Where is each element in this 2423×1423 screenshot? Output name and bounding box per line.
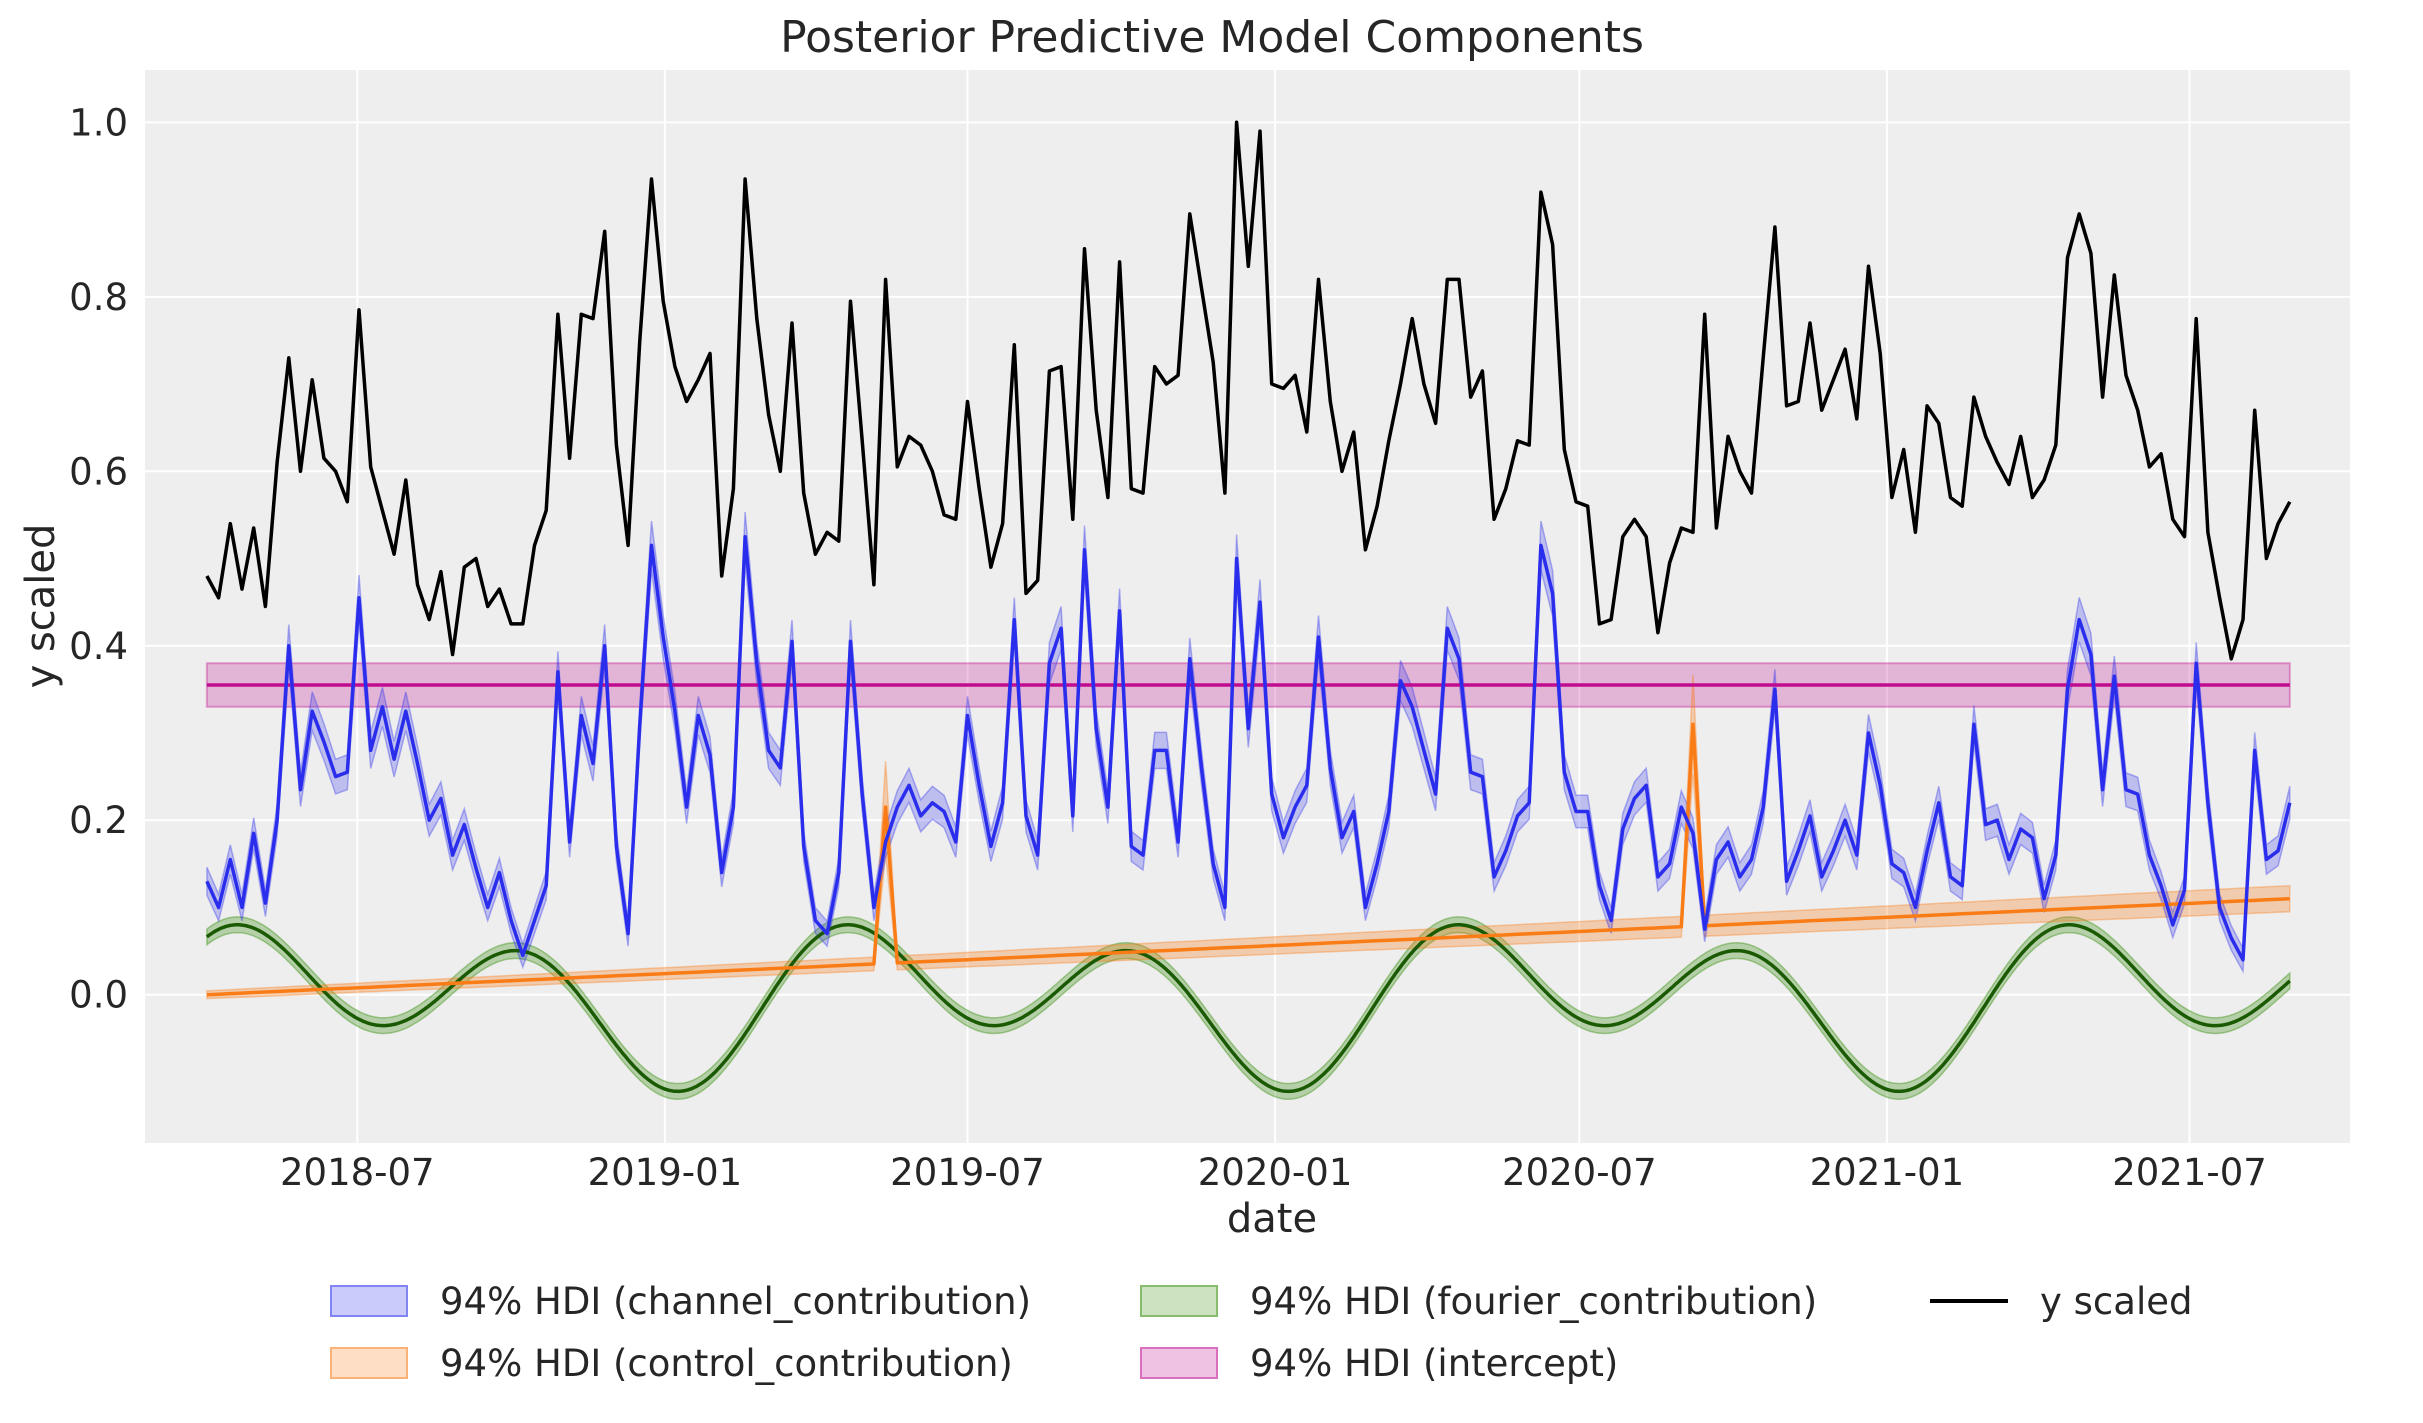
x-tick-label: 2020-01 xyxy=(1198,1151,1353,1194)
legend-label-fourier: 94% HDI (fourier_contribution) xyxy=(1250,1279,1818,1323)
x-tick-labels: 2018-07 2019-01 2019-07 2020-01 2020-07 2021-… xyxy=(280,1151,2267,1194)
y-tick-label: 0.6 xyxy=(69,450,128,493)
y-tick-label: 0.2 xyxy=(69,799,128,842)
y-tick-label: 1.0 xyxy=(69,101,128,144)
legend-swatch-y-scaled xyxy=(1930,1299,2008,1303)
legend-label-intercept: 94% HDI (intercept) xyxy=(1250,1341,1619,1385)
x-tick-label: 2021-01 xyxy=(1810,1151,1965,1194)
legend-label-control: 94% HDI (control_contribution) xyxy=(440,1341,1013,1385)
series-lines xyxy=(205,120,2292,1094)
x-tick-label: 2021-07 xyxy=(2112,1151,2267,1194)
control-line xyxy=(206,722,2290,997)
y-scaled-line xyxy=(205,120,2292,661)
x-tick-label: 2019-07 xyxy=(890,1151,1045,1194)
chart: Posterior Predictive Model Components 0.… xyxy=(18,12,2350,1242)
grid xyxy=(145,70,2350,1143)
x-tick-label: 2019-01 xyxy=(588,1151,743,1194)
legend-item-fourier: 94% HDI (fourier_contribution) xyxy=(1140,1270,1930,1332)
legend-item-intercept: 94% HDI (intercept) xyxy=(1140,1332,1930,1394)
legend-swatch-control xyxy=(330,1347,408,1379)
y-tick-label: 0.0 xyxy=(69,974,128,1017)
x-tick-label: 2018-07 xyxy=(280,1151,435,1194)
channel-hdi-band xyxy=(206,511,2291,975)
legend-swatch-channel xyxy=(330,1285,408,1317)
y-tick-label: 0.4 xyxy=(69,625,128,668)
legend-label-channel: 94% HDI (channel_contribution) xyxy=(440,1279,1032,1323)
chart-title: Posterior Predictive Model Components xyxy=(780,12,1644,63)
y-tick-label: 0.8 xyxy=(69,276,128,319)
y-tick-labels: 0.0 0.2 0.4 0.6 0.8 1.0 xyxy=(69,101,128,1016)
legend-swatch-intercept xyxy=(1140,1347,1218,1379)
legend-item-control: 94% HDI (control_contribution) xyxy=(330,1332,1140,1394)
legend: 94% HDI (channel_contribution) 94% HDI (… xyxy=(330,1270,2230,1400)
x-tick-label: 2020-07 xyxy=(1502,1151,1657,1194)
fourier-line xyxy=(205,923,2291,1094)
legend-swatch-fourier xyxy=(1140,1285,1218,1317)
legend-item-channel: 94% HDI (channel_contribution) xyxy=(330,1270,1140,1332)
legend-label-y-scaled: y scaled xyxy=(2040,1279,2193,1323)
legend-item-y-scaled: y scaled xyxy=(1930,1270,2230,1332)
x-axis-title: date xyxy=(1227,1196,1317,1242)
channel-line xyxy=(205,534,2292,962)
y-axis-title: y scaled xyxy=(18,524,64,689)
